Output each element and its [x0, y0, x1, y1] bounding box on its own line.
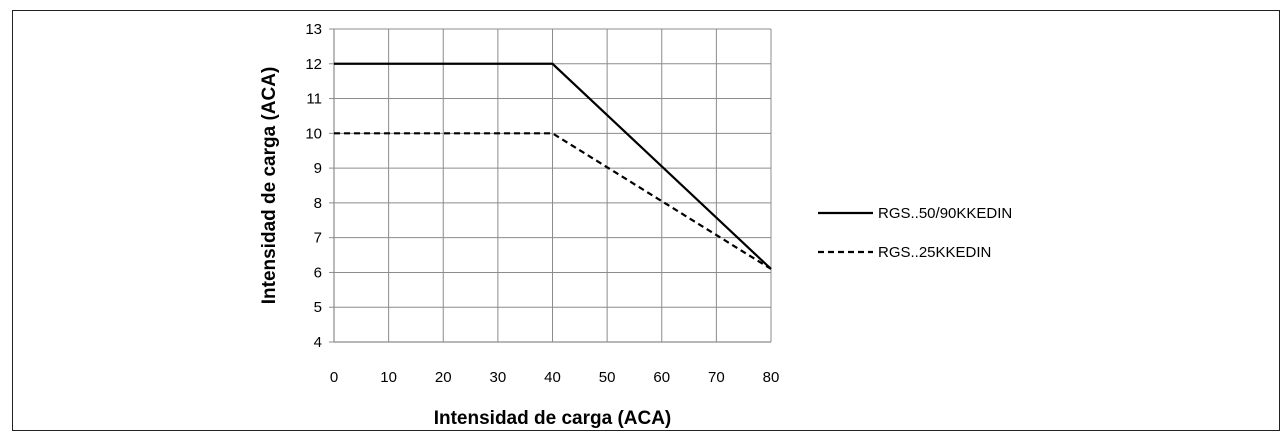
- y-tick-label: 9: [314, 160, 322, 177]
- y-tick-label: 7: [314, 230, 322, 247]
- legend: RGS..50/90KKEDIN RGS..25KKEDIN: [818, 205, 1012, 261]
- y-axis-title: Intensidad de carga (ACA): [259, 67, 280, 305]
- y-tick-label: 4: [314, 334, 322, 351]
- y-tick-label: 6: [314, 264, 322, 281]
- y-tick-label: 5: [314, 299, 322, 316]
- y-tick-label: 8: [314, 195, 322, 212]
- y-tick-labels: 4 5 6 7 8 9 10 11 12 13: [305, 21, 322, 351]
- x-tick-label: 70: [708, 369, 725, 386]
- line-chart: 0 10 20 30 40 50 60 70 80 4 5 6 7 8 9 10 11 12 13 Intensi…: [259, 21, 1012, 429]
- x-axis-title: Intensidad de carga (ACA): [434, 408, 672, 429]
- x-tick-label: 40: [544, 369, 561, 386]
- x-tick-label: 80: [763, 369, 780, 386]
- series-lines: [334, 62, 772, 270]
- legend-label-2: RGS..25KKEDIN: [878, 244, 991, 261]
- y-tick-label: 13: [305, 21, 322, 38]
- legend-label-1: RGS..50/90KKEDIN: [878, 205, 1012, 222]
- series-line-2: [334, 132, 772, 270]
- x-tick-label: 60: [653, 369, 670, 386]
- chart-frame: 0 10 20 30 40 50 60 70 80 4 5 6 7 8 9 10 11 12 13 Intensi…: [12, 10, 1280, 431]
- series-line-1: [334, 62, 772, 270]
- x-tick-label: 50: [599, 369, 616, 386]
- y-tick-label: 10: [305, 125, 322, 142]
- y-tick-label: 12: [305, 56, 322, 73]
- x-tick-labels: 0 10 20 30 40 50 60 70 80: [330, 369, 780, 386]
- x-tick-label: 10: [380, 369, 397, 386]
- x-tick-label: 20: [435, 369, 452, 386]
- x-tick-label: 0: [330, 369, 338, 386]
- grid: [333, 28, 772, 343]
- axes: [329, 28, 771, 343]
- y-tick-label: 11: [306, 91, 322, 108]
- x-tick-label: 30: [490, 369, 507, 386]
